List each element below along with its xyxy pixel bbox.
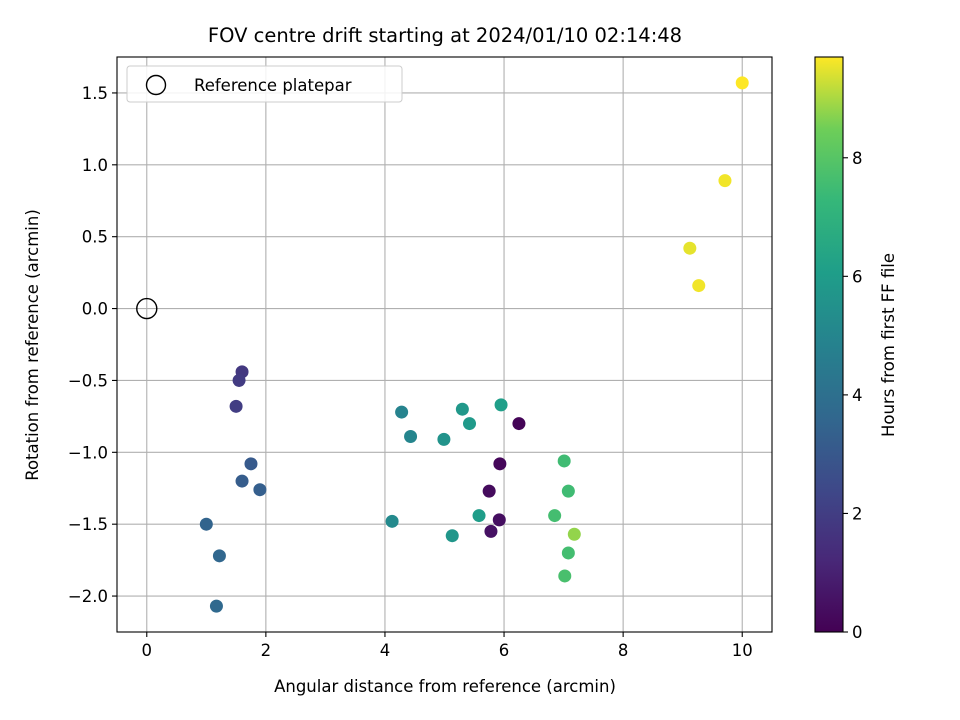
y-axis-ticks: −2.0 −1.5 −1.0 −0.5 0.0 0.5 1.0 1.5 <box>68 84 117 606</box>
scatter-point <box>199 517 213 531</box>
x-axis-label: Angular distance from reference (arcmin) <box>274 677 616 696</box>
scatter-point <box>512 417 526 431</box>
scatter-point <box>253 483 267 497</box>
scatter-point <box>718 174 732 188</box>
scatter-point <box>558 569 572 583</box>
scatter-point <box>244 457 258 471</box>
scatter-point <box>567 527 581 541</box>
scatter-point <box>445 529 459 543</box>
colorbar-gradient <box>815 57 843 632</box>
scatter-point <box>735 76 749 90</box>
legend-marker-reference <box>145 74 167 96</box>
scatter-point <box>455 402 469 416</box>
x-tick-label: 10 <box>732 641 753 660</box>
reference-platepar-marker <box>136 297 158 320</box>
y-tick-label: −1.0 <box>68 443 108 462</box>
legend: Reference platepar <box>126 65 403 103</box>
scatter-point <box>209 599 223 613</box>
scatter-point <box>493 457 507 471</box>
x-tick-label: 6 <box>499 641 510 660</box>
scatter-point <box>557 454 571 468</box>
colorbar-frame <box>814 56 844 633</box>
y-tick-label: −1.5 <box>68 515 108 534</box>
x-tick-label: 0 <box>142 641 153 660</box>
legend-box <box>126 65 403 103</box>
colorbar-tick-label: 0 <box>852 623 863 642</box>
scatter-point <box>437 432 451 446</box>
y-tick-label: −2.0 <box>68 587 108 606</box>
scatter-point <box>472 509 486 523</box>
scatter-point <box>494 398 508 412</box>
y-tick-label: 1.5 <box>82 84 108 103</box>
colorbar: 0 2 4 6 8 Hours from first FF file <box>814 56 898 642</box>
reference-point-marker <box>136 297 158 320</box>
scatter-point <box>463 417 477 431</box>
x-tick-label: 2 <box>261 641 272 660</box>
colorbar-tick-label: 8 <box>852 149 863 168</box>
y-tick-label: −0.5 <box>68 371 108 390</box>
x-tick-label: 4 <box>380 641 391 660</box>
grid-lines <box>117 57 772 632</box>
scatter-point <box>385 514 399 528</box>
colorbar-label: Hours from first FF file <box>879 253 898 437</box>
scatter-point <box>482 484 496 498</box>
scatter-point <box>692 279 706 293</box>
scatter-point <box>404 430 418 443</box>
plot-frame <box>116 56 773 633</box>
colorbar-tick-label: 6 <box>852 267 863 286</box>
x-axis-ticks: 0 2 4 6 8 10 <box>142 632 753 660</box>
y-tick-label: 0.5 <box>82 228 108 247</box>
scatter-point <box>395 405 409 419</box>
scatter-point <box>561 546 575 560</box>
legend-label-reference: Reference platepar <box>194 76 352 95</box>
scatter-point <box>229 399 243 413</box>
y-tick-label: 0.0 <box>82 300 108 319</box>
chart-title: FOV centre drift starting at 2024/01/10 … <box>208 24 682 47</box>
scatter-point <box>492 513 506 527</box>
scatter-point <box>232 373 246 387</box>
scatter-point <box>561 484 575 498</box>
scatter-point <box>683 241 697 255</box>
y-tick-label: 1.0 <box>82 156 108 175</box>
scatter-point <box>548 509 562 523</box>
y-axis-label: Rotation from reference (arcmin) <box>23 209 42 481</box>
scatter-point <box>484 524 498 538</box>
colorbar-tick-label: 4 <box>852 386 863 405</box>
colorbar-tick-label: 2 <box>852 504 863 523</box>
scatter-point <box>235 474 249 488</box>
data-points <box>199 76 749 613</box>
scatter-point <box>212 549 226 563</box>
x-tick-label: 8 <box>618 641 629 660</box>
colorbar-ticks: 0 2 4 6 8 <box>843 149 863 642</box>
